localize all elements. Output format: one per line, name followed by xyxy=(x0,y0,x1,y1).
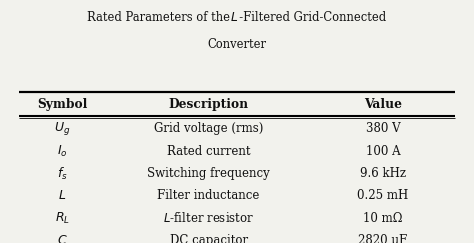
Text: $U_g$: $U_g$ xyxy=(55,120,71,137)
Text: 10 mΩ: 10 mΩ xyxy=(364,212,403,225)
Text: $I_o$: $I_o$ xyxy=(57,144,68,159)
Text: Grid voltage (rms): Grid voltage (rms) xyxy=(154,122,264,135)
Text: $L$: $L$ xyxy=(58,189,67,202)
Text: 9.6 kHz: 9.6 kHz xyxy=(360,167,406,180)
Text: Description: Description xyxy=(169,98,249,111)
Text: Converter: Converter xyxy=(208,38,266,51)
Text: Value: Value xyxy=(364,98,402,111)
Text: Switching frequency: Switching frequency xyxy=(147,167,270,180)
Text: 100 A: 100 A xyxy=(366,145,401,158)
Text: Rated Parameters of the      -Filtered Grid-Connected: Rated Parameters of the -Filtered Grid-C… xyxy=(87,11,387,24)
Text: $R_L$: $R_L$ xyxy=(55,211,70,226)
Text: 2820 μF: 2820 μF xyxy=(358,234,408,243)
Text: Symbol: Symbol xyxy=(37,98,88,111)
Text: Rated current: Rated current xyxy=(167,145,250,158)
Text: 0.25 mH: 0.25 mH xyxy=(357,189,409,202)
Text: $f_s$: $f_s$ xyxy=(57,165,68,182)
Text: $\mathit{L}$: $\mathit{L}$ xyxy=(230,11,238,24)
Text: $\mathit{L}$-filter resistor: $\mathit{L}$-filter resistor xyxy=(163,211,254,225)
Text: DC capacitor: DC capacitor xyxy=(170,234,248,243)
Text: Filter inductance: Filter inductance xyxy=(157,189,260,202)
Text: $C$: $C$ xyxy=(57,234,68,243)
Text: 380 V: 380 V xyxy=(366,122,401,135)
